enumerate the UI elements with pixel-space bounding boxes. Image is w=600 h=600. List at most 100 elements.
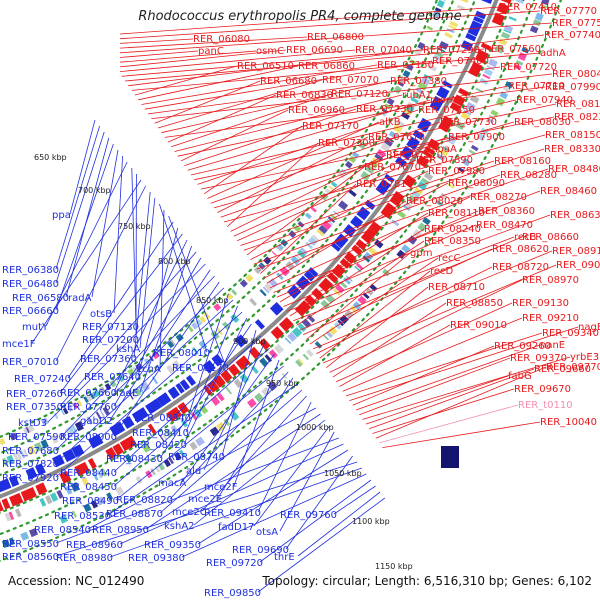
feature-block: [178, 449, 186, 458]
feature-block: [151, 351, 160, 360]
feature-block: [325, 330, 333, 338]
feature-block: [100, 467, 107, 477]
feature-block: [264, 354, 273, 363]
gene-label-forward: RER_08160: [494, 156, 551, 167]
reverse-gene-arrow: [395, 156, 407, 168]
leader-line: [296, 240, 425, 326]
feature-block: [27, 424, 35, 433]
gene-label-forward: RER_07120: [331, 89, 388, 100]
leader-line: [121, 49, 424, 77]
leader-line: [279, 431, 335, 532]
gene-label-reverse: thrE: [274, 552, 295, 563]
feature-block: [268, 349, 278, 359]
feature-block: [171, 360, 182, 371]
gene-label-reverse: radA: [68, 293, 92, 304]
feature-block: [488, 58, 498, 68]
gene-label-reverse: RER_07130: [82, 322, 139, 333]
leader-line: [336, 302, 513, 383]
feature-block: [262, 286, 270, 294]
gene-label-forward: RER_08480: [548, 164, 600, 175]
feature-block: [225, 387, 232, 395]
leader-line: [55, 131, 105, 284]
feature-block: [254, 392, 264, 403]
feature-block: [502, 85, 512, 93]
leader-line: [134, 65, 238, 96]
feature-block: [409, 59, 417, 66]
feature-block: [141, 442, 152, 453]
feature-block: [322, 334, 330, 341]
gene-label-reverse: RER_07590: [8, 432, 65, 443]
feature-block: [449, 20, 459, 28]
gene-label-reverse: RER_08410: [132, 428, 189, 439]
feature-block: [406, 63, 414, 71]
feature-block: [539, 3, 548, 9]
leader-line: [45, 161, 128, 327]
feature-block: [503, 29, 512, 34]
gene-label-forward: RER_07040: [355, 45, 412, 56]
feature-block: [470, 144, 479, 152]
genome-summary-text: Topology: circular; Length: 6,516,310 bp…: [262, 574, 592, 588]
feature-block: [469, 95, 480, 104]
feature-block: [167, 340, 175, 349]
reverse-gene-arrow: [342, 224, 357, 238]
feature-block: [1, 539, 11, 548]
forward-gene-arrow: [424, 146, 436, 156]
feature-block: [50, 434, 59, 444]
feature-block: [295, 359, 303, 368]
feature-block: [417, 41, 426, 50]
scale-label: 900 kbp: [233, 337, 266, 346]
reverse-gene-arrow: [356, 206, 371, 221]
gene-label-reverse: macA: [158, 478, 186, 489]
gene-label-forward: RER_08040: [552, 69, 600, 80]
gene-label-forward: RER_07670: [364, 162, 421, 173]
gene-label-forward: RER_07610: [368, 132, 425, 143]
feature-block: [166, 364, 175, 375]
leader-line: [233, 148, 429, 237]
feature-block: [64, 485, 73, 495]
feature-block: [420, 76, 431, 86]
reverse-gene-arrow: [330, 242, 341, 252]
gene-label-reverse: RER_06580: [12, 293, 69, 304]
feature-block: [316, 228, 325, 237]
gene-label-reverse: RER_08490: [62, 496, 119, 507]
leader-line: [139, 245, 192, 393]
reverse-gene-arrow: [460, 40, 474, 52]
gene-label-forward: yrbE3B: [570, 352, 600, 363]
gene-label-reverse: RER_08870: [106, 509, 163, 520]
leader-line: [270, 196, 471, 289]
leader-line: [119, 10, 541, 40]
feature-block: [348, 189, 357, 197]
feature-block: [86, 416, 93, 425]
gene-label-forward: RER_07070: [322, 75, 379, 86]
feature-block: [499, 91, 509, 100]
feature-block: [164, 428, 174, 438]
gene-label-forward: RER_07410: [500, 2, 557, 13]
gene-label-reverse: RER_06380: [2, 265, 59, 276]
leader-line: [203, 341, 266, 471]
gene-label-forward: RER_08850: [446, 298, 503, 309]
gene-label-forward: RER_07770: [540, 6, 597, 17]
scale-label: 700 kbp: [78, 186, 111, 195]
gene-label-forward: RER_08180: [556, 99, 600, 110]
feature-block: [163, 458, 172, 468]
leader-line: [177, 85, 509, 157]
forward-gene-arrow: [166, 406, 183, 422]
feature-block: [380, 142, 391, 152]
feature-block: [455, 120, 466, 130]
feature-block: [135, 362, 144, 371]
feature-block: [306, 314, 316, 323]
feature-block: [365, 164, 376, 175]
feature-block: [330, 181, 338, 188]
feature-block: [4, 512, 12, 522]
gene-label-reverse: RER_08440: [60, 468, 117, 479]
gene-label-forward: RER_07400: [432, 56, 489, 67]
gene-label-forward: RER_07710: [508, 81, 565, 92]
gene-label-forward: RER_07170: [302, 121, 359, 132]
feature-block: [521, 47, 530, 54]
leader-line: [352, 345, 495, 406]
leader-line: [200, 116, 555, 190]
feature-block: [343, 277, 351, 285]
feature-block: [226, 292, 234, 301]
leader-line: [256, 168, 549, 270]
